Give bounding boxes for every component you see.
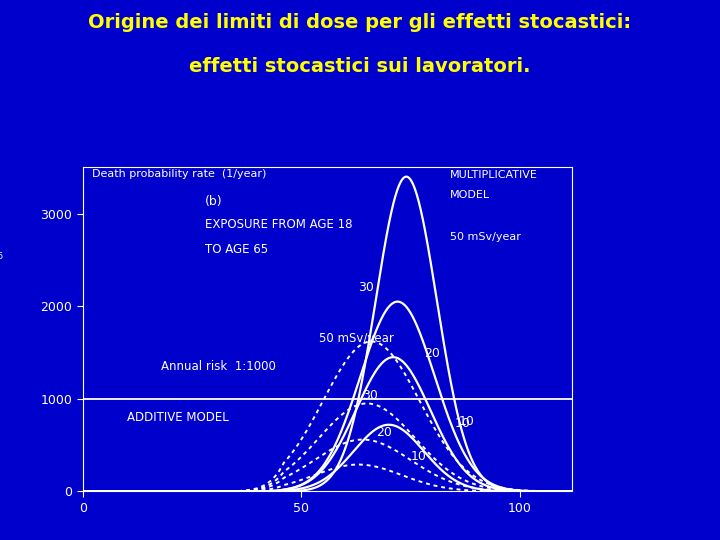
Text: x10$^{-5}$: x10$^{-5}$ [0,252,4,268]
Text: ADDITIVE MODEL: ADDITIVE MODEL [127,411,228,424]
Text: Origine dei limiti di dose per gli effetti stocastici:: Origine dei limiti di dose per gli effet… [89,14,631,32]
Text: 30: 30 [359,281,374,294]
Text: 10: 10 [459,415,474,428]
Text: 10: 10 [454,417,470,430]
Text: 30: 30 [363,389,379,402]
Text: EXPOSURE FROM AGE 18: EXPOSURE FROM AGE 18 [205,218,353,231]
Text: 20: 20 [424,347,440,360]
Text: Death probability rate  (1/year): Death probability rate (1/year) [91,169,266,179]
Text: 50 mSv/year: 50 mSv/year [450,232,521,242]
Text: (b): (b) [205,195,222,208]
Text: MODEL: MODEL [450,190,490,200]
Text: 20: 20 [376,426,392,438]
Text: TO AGE 65: TO AGE 65 [205,244,269,256]
Text: effetti stocastici sui lavoratori.: effetti stocastici sui lavoratori. [189,57,531,76]
Text: 50 mSv/year: 50 mSv/year [319,332,394,345]
Text: MULTIPLICATIVE: MULTIPLICATIVE [450,170,538,180]
Text: Annual risk  1:1000: Annual risk 1:1000 [161,360,276,373]
Text: 10: 10 [410,450,426,463]
